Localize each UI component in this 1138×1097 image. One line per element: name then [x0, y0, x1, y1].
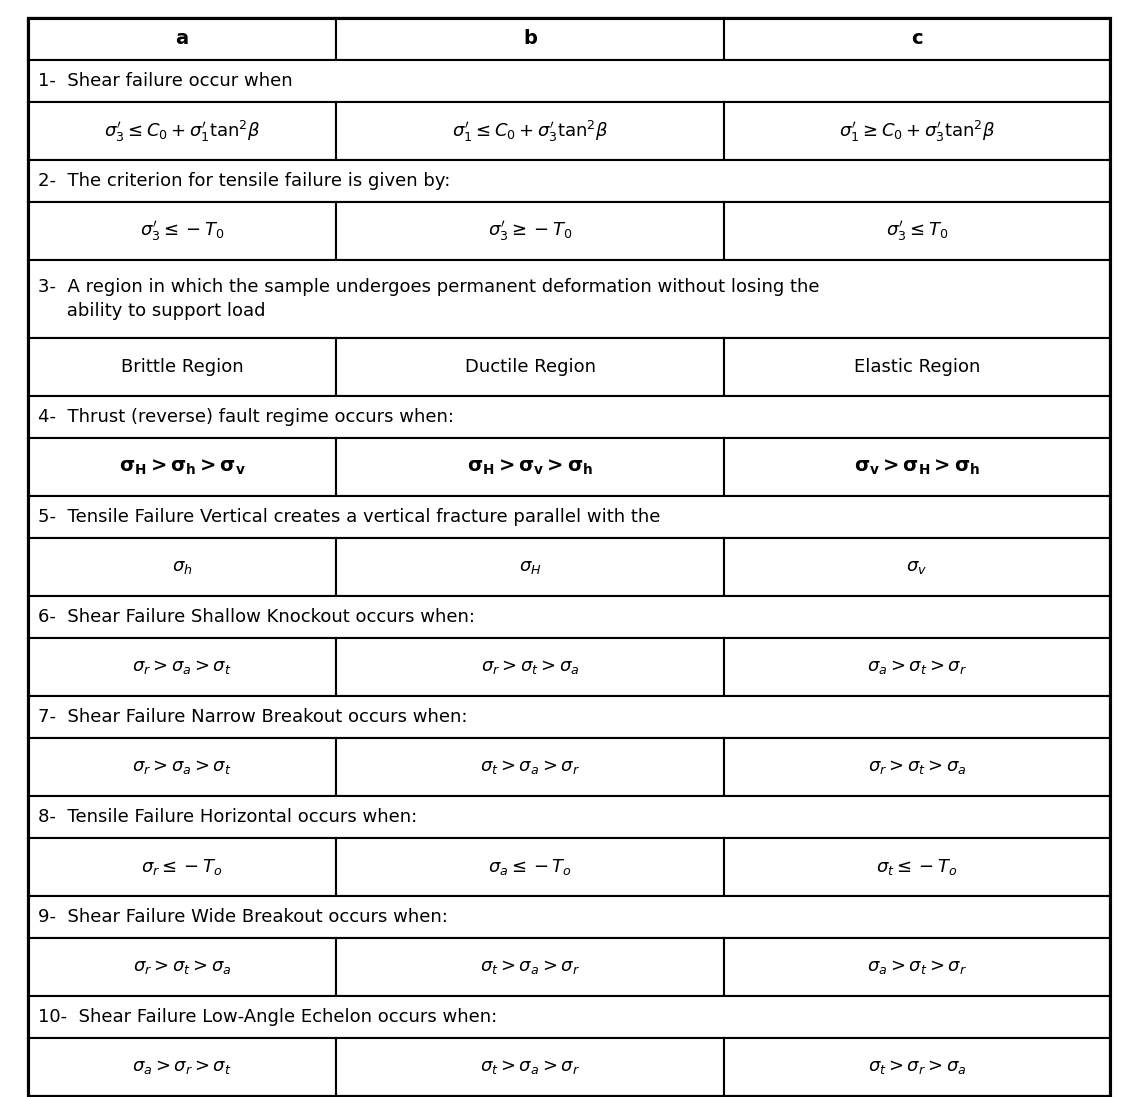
Text: 4-  Thrust (reverse) fault regime occurs when:: 4- Thrust (reverse) fault regime occurs … — [38, 408, 454, 426]
Text: 8-  Tensile Failure Horizontal occurs when:: 8- Tensile Failure Horizontal occurs whe… — [38, 808, 418, 826]
Text: $\sigma_r > \sigma_t > \sigma_a$: $\sigma_r > \sigma_t > \sigma_a$ — [867, 758, 966, 776]
Bar — [28, 338, 337, 396]
Bar — [28, 102, 337, 160]
Bar — [28, 538, 337, 596]
Text: $\sigma_t > \sigma_a > \sigma_r$: $\sigma_t > \sigma_a > \sigma_r$ — [480, 758, 580, 776]
Bar — [337, 738, 724, 796]
Text: $\sigma_r > \sigma_t > \sigma_a$: $\sigma_r > \sigma_t > \sigma_a$ — [481, 658, 579, 676]
Bar — [28, 596, 1110, 638]
Text: $\sigma_t > \sigma_a > \sigma_r$: $\sigma_t > \sigma_a > \sigma_r$ — [480, 958, 580, 976]
Text: a: a — [175, 30, 189, 48]
Bar — [28, 60, 1110, 102]
Text: Ductile Region: Ductile Region — [464, 358, 595, 376]
Bar — [337, 338, 724, 396]
Text: 1-  Shear failure occur when: 1- Shear failure occur when — [38, 72, 292, 90]
Text: b: b — [523, 30, 537, 48]
Text: $\sigma_H$: $\sigma_H$ — [519, 558, 542, 576]
Bar — [28, 996, 1110, 1038]
Text: $\sigma_r > \sigma_t > \sigma_a$: $\sigma_r > \sigma_t > \sigma_a$ — [133, 958, 231, 976]
Text: $\sigma_r > \sigma_a > \sigma_t$: $\sigma_r > \sigma_a > \sigma_t$ — [132, 758, 232, 776]
Bar — [337, 202, 724, 260]
Text: $\sigma_a > \sigma_r > \sigma_t$: $\sigma_a > \sigma_r > \sigma_t$ — [132, 1058, 232, 1076]
Text: $\sigma_r \leq -T_o$: $\sigma_r \leq -T_o$ — [141, 857, 223, 877]
Text: $\sigma_t \leq -T_o$: $\sigma_t \leq -T_o$ — [876, 857, 957, 877]
Bar — [724, 838, 1110, 896]
Text: 9-  Shear Failure Wide Breakout occurs when:: 9- Shear Failure Wide Breakout occurs wh… — [38, 908, 448, 926]
Text: c: c — [912, 30, 923, 48]
Text: 3-  A region in which the sample undergoes permanent deformation without losing : 3- A region in which the sample undergoe… — [38, 278, 819, 320]
Text: $\sigma_h$: $\sigma_h$ — [172, 558, 192, 576]
Bar — [724, 18, 1110, 60]
Text: $\mathbf{\sigma_H > \sigma_h > \sigma_v}$: $\mathbf{\sigma_H > \sigma_h > \sigma_v}… — [118, 457, 246, 477]
Bar — [337, 18, 724, 60]
Bar — [28, 496, 1110, 538]
Text: 6-  Shear Failure Shallow Knockout occurs when:: 6- Shear Failure Shallow Knockout occurs… — [38, 608, 475, 626]
Text: Brittle Region: Brittle Region — [121, 358, 244, 376]
Bar — [28, 202, 337, 260]
Bar — [337, 938, 724, 996]
Bar — [28, 796, 1110, 838]
Bar — [28, 896, 1110, 938]
Text: $\sigma_a \leq -T_o$: $\sigma_a \leq -T_o$ — [488, 857, 572, 877]
Text: $\sigma_t > \sigma_r > \sigma_a$: $\sigma_t > \sigma_r > \sigma_a$ — [867, 1058, 966, 1076]
Text: $\sigma_3' \leq C_0 + \sigma_1'\tan^2\!\beta$: $\sigma_3' \leq C_0 + \sigma_1'\tan^2\!\… — [104, 118, 261, 144]
Text: $\mathbf{\sigma_v > \sigma_H > \sigma_h}$: $\mathbf{\sigma_v > \sigma_H > \sigma_h}… — [854, 457, 980, 477]
Text: $\sigma_a > \sigma_t > \sigma_r$: $\sigma_a > \sigma_t > \sigma_r$ — [867, 658, 967, 676]
Bar — [28, 260, 1110, 338]
Bar — [28, 396, 1110, 438]
Text: $\sigma_3' \geq -T_0$: $\sigma_3' \geq -T_0$ — [488, 219, 572, 244]
Text: $\mathbf{\sigma_H > \sigma_v > \sigma_h}$: $\mathbf{\sigma_H > \sigma_v > \sigma_h}… — [467, 457, 593, 477]
Bar — [28, 18, 1110, 60]
Bar — [724, 338, 1110, 396]
Text: Elastic Region: Elastic Region — [854, 358, 980, 376]
Bar — [28, 160, 1110, 202]
Bar — [724, 102, 1110, 160]
Bar — [28, 18, 337, 60]
Bar — [28, 938, 337, 996]
Bar — [337, 838, 724, 896]
Bar — [337, 538, 724, 596]
Text: 7-  Shear Failure Narrow Breakout occurs when:: 7- Shear Failure Narrow Breakout occurs … — [38, 708, 468, 726]
Bar — [724, 638, 1110, 695]
Bar — [28, 695, 1110, 738]
Bar — [724, 738, 1110, 796]
Text: $\sigma_3' \leq -T_0$: $\sigma_3' \leq -T_0$ — [140, 219, 224, 244]
Text: $\sigma_1' \geq C_0 + \sigma_3'\tan^2\!\beta$: $\sigma_1' \geq C_0 + \sigma_3'\tan^2\!\… — [839, 118, 995, 144]
Bar — [724, 438, 1110, 496]
Text: $\sigma_3' \leq T_0$: $\sigma_3' \leq T_0$ — [885, 219, 948, 244]
Bar — [724, 538, 1110, 596]
Text: 10-  Shear Failure Low-Angle Echelon occurs when:: 10- Shear Failure Low-Angle Echelon occu… — [38, 1008, 497, 1026]
Text: $\sigma_r > \sigma_a > \sigma_t$: $\sigma_r > \sigma_a > \sigma_t$ — [132, 658, 232, 676]
Text: $\sigma_v$: $\sigma_v$ — [906, 558, 927, 576]
Text: 5-  Tensile Failure Vertical creates a vertical fracture parallel with the: 5- Tensile Failure Vertical creates a ve… — [38, 508, 660, 525]
Bar — [28, 738, 337, 796]
Text: 2-  The criterion for tensile failure is given by:: 2- The criterion for tensile failure is … — [38, 172, 451, 190]
Bar — [28, 1038, 337, 1096]
Bar — [337, 438, 724, 496]
Bar — [28, 438, 337, 496]
Bar — [337, 1038, 724, 1096]
Bar — [337, 102, 724, 160]
Bar — [724, 938, 1110, 996]
Text: $\sigma_1' \leq C_0 + \sigma_3'\tan^2\!\beta$: $\sigma_1' \leq C_0 + \sigma_3'\tan^2\!\… — [452, 118, 608, 144]
Text: $\sigma_a > \sigma_t > \sigma_r$: $\sigma_a > \sigma_t > \sigma_r$ — [867, 958, 967, 976]
Text: $\sigma_t > \sigma_a > \sigma_r$: $\sigma_t > \sigma_a > \sigma_r$ — [480, 1058, 580, 1076]
Bar — [724, 1038, 1110, 1096]
Bar — [337, 638, 724, 695]
Bar — [724, 202, 1110, 260]
Bar — [28, 838, 337, 896]
Bar — [28, 638, 337, 695]
